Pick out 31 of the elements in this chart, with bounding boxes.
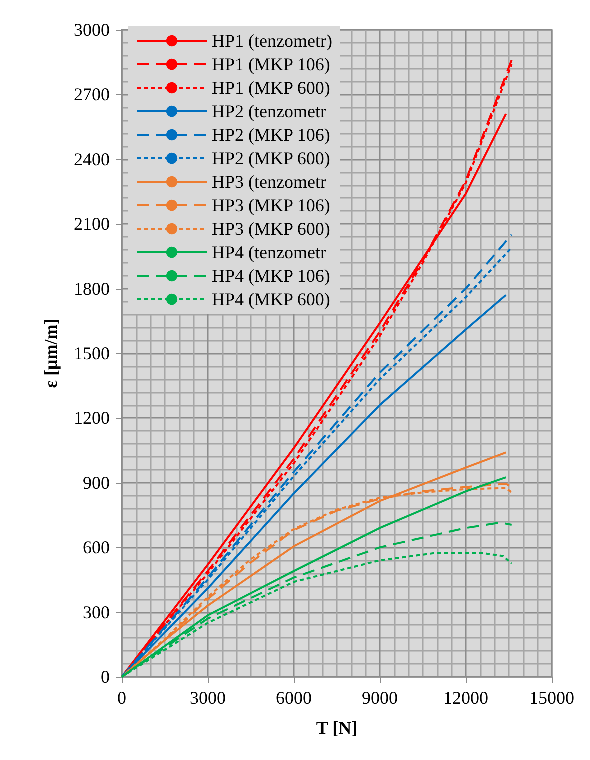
legend-label: HP2 (MKP 106): [212, 125, 330, 145]
legend-label: HP3 (tenzometr: [212, 172, 326, 192]
legend-label: HP1 (MKP 600): [212, 78, 330, 98]
y-tick-label: 1500: [74, 344, 110, 364]
x-tick-label: 15000: [530, 688, 574, 708]
x-tick-label: 12000: [444, 688, 488, 708]
y-tick-label: 900: [83, 472, 110, 493]
legend-label: HP3 (MKP 106): [212, 196, 330, 216]
x-axis-title: T [N]: [316, 718, 358, 738]
y-tick-label: 2100: [74, 214, 110, 234]
y-tick-label: 3000: [74, 20, 110, 40]
legend-label: HP4 (MKP 106): [212, 266, 330, 286]
y-tick-label: 0: [101, 667, 110, 687]
y-tick-label: 1200: [74, 408, 110, 428]
y-tick-label: 2400: [74, 149, 110, 170]
legend-label: HP2 (MKP 600): [212, 148, 330, 168]
legend-label: HP1 (MKP 106): [212, 54, 330, 74]
y-tick-label: 600: [83, 538, 110, 558]
y-tick-label: 1800: [74, 278, 110, 299]
x-tick-label: 0: [118, 688, 126, 708]
legend-label: HP3 (MKP 600): [212, 219, 330, 239]
legend-label: HP2 (tenzometr: [212, 102, 326, 122]
legend-label: HP1 (tenzometr): [212, 31, 332, 51]
x-tick-label: 6000: [276, 688, 312, 708]
x-tick-label: 3000: [190, 688, 226, 708]
legend-label: HP4 (tenzometr: [212, 242, 326, 262]
y-tick-label: 300: [83, 602, 110, 622]
y-tick-label: 2700: [74, 84, 110, 105]
x-tick-label: 9000: [362, 688, 398, 708]
y-axis-title: ε [μm/m]: [41, 318, 61, 388]
legend-label: HP4 (MKP 600): [212, 290, 330, 310]
